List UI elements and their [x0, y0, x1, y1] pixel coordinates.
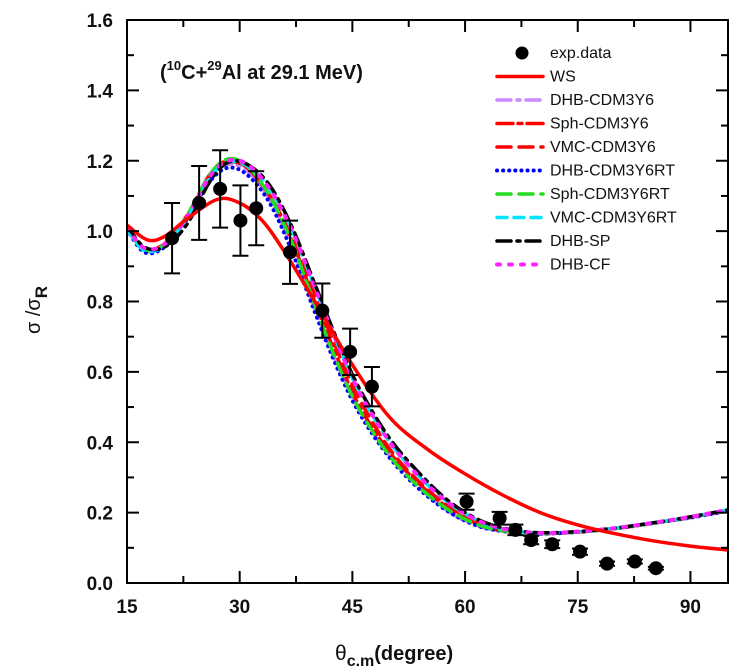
data-marker [508, 522, 523, 537]
data-point [507, 522, 524, 537]
legend-item-exp-data: exp.data [515, 45, 611, 62]
data-point [626, 554, 643, 569]
data-point [164, 201, 181, 275]
data-marker [492, 511, 507, 526]
plot-annotation: (10C+29Al at 29.1 MeV) [160, 58, 363, 84]
data-marker [364, 379, 379, 394]
legend: exp.data WS DHB-CDM3Y6 Sph-CDM3Y6 VMC-CDM3Y6… [495, 45, 677, 274]
x-tick-label: 90 [680, 597, 701, 618]
data-marker [233, 213, 248, 228]
data-point [363, 365, 380, 408]
legend-item-ws: WS [495, 69, 576, 86]
y-tick-label: 0.2 [87, 504, 113, 525]
data-point [232, 184, 249, 257]
data-marker [343, 344, 358, 359]
y-tick-label: 1.0 [87, 222, 113, 243]
data-point [314, 282, 331, 339]
data-marker [213, 181, 228, 196]
data-point [491, 510, 508, 526]
x-tick-label: 60 [454, 597, 475, 618]
legend-label: DHB-CDM3Y6RT [550, 163, 675, 180]
x-tick-label: 75 [567, 597, 589, 618]
data-point [212, 149, 229, 229]
data-point [647, 561, 664, 576]
legend-marker [515, 46, 529, 60]
legend-label: exp.data [550, 45, 611, 62]
data-point [572, 544, 589, 559]
data-marker [627, 554, 642, 569]
data-marker [315, 303, 330, 318]
legend-label: WS [550, 69, 576, 86]
legend-label: DHB-CDM3Y6 [550, 92, 654, 109]
legend-label: VMC-CDM3Y6RT [550, 210, 677, 227]
legend-item-vmc-cdm3y6rt: VMC-CDM3Y6RT [495, 210, 677, 227]
legend-label: DHB-CF [550, 257, 611, 274]
series-dhb-cf [127, 157, 728, 536]
y-tick-label: 1.6 [87, 11, 113, 32]
data-point [248, 170, 265, 247]
y-tick-label: 0.8 [87, 293, 113, 314]
legend-item-dhb-cf: DHB-CF [495, 257, 611, 274]
data-marker [192, 195, 207, 210]
x-tick-label: 45 [342, 597, 364, 618]
legend-label: Sph-CDM3Y6 [550, 116, 649, 133]
data-marker [600, 556, 615, 571]
data-marker [545, 537, 560, 552]
legend-item-vmc-cdm3y6: VMC-CDM3Y6 [495, 139, 656, 156]
tick-labels: 15 30 45 60 75 90 0.0 0.2 0.4 0.6 0.8 1.0 1.2 1.4 1.6 [87, 11, 701, 618]
data-marker [648, 561, 663, 576]
data-point [282, 219, 299, 285]
data-marker [249, 201, 264, 216]
y-tick-label: 1.2 [87, 152, 113, 173]
data-point [342, 327, 359, 377]
legend-item-dhb-cdm3y6: DHB-CDM3Y6 [495, 92, 654, 109]
legend-item-sph-cdm3y6rt: Sph-CDM3Y6RT [495, 186, 670, 203]
data-point [458, 492, 475, 511]
data-point [599, 556, 616, 571]
legend-label: VMC-CDM3Y6 [550, 139, 656, 156]
legend-label: DHB-SP [550, 233, 610, 250]
y-tick-label: 1.4 [87, 81, 114, 102]
x-axis-title: θc.m(degree) [335, 642, 453, 670]
y-axis-title: σ /σR [23, 286, 51, 334]
experimental-points [164, 149, 664, 576]
data-point [544, 537, 561, 552]
axis-ticks [126, 19, 728, 584]
data-marker [459, 494, 474, 509]
x-tick-label: 15 [116, 597, 138, 618]
data-marker [573, 544, 588, 559]
x-tick-label: 30 [229, 597, 250, 618]
y-tick-label: 0.6 [87, 363, 113, 384]
data-marker [283, 245, 298, 260]
y-tick-label: 0.4 [87, 433, 114, 454]
data-marker [165, 231, 180, 246]
data-point [191, 165, 208, 241]
legend-item-dhb-cdm3y6rt: DHB-CDM3Y6RT [495, 163, 675, 180]
series-curves [127, 156, 728, 552]
series-dhb-sp [127, 159, 728, 535]
legend-item-sph-cdm3y6: Sph-CDM3Y6 [495, 116, 649, 133]
y-tick-label: 0.0 [87, 574, 113, 595]
legend-item-dhb-sp: DHB-SP [495, 233, 610, 250]
data-point [523, 533, 540, 548]
legend-label: Sph-CDM3Y6RT [550, 186, 670, 203]
data-marker [524, 533, 539, 548]
